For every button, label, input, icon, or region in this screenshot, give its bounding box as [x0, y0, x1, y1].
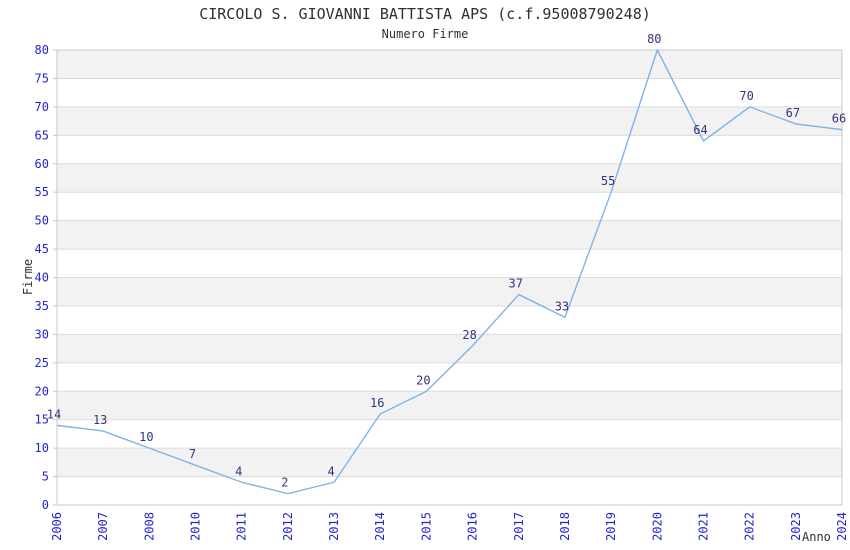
plot-band — [57, 448, 842, 477]
chart-subtitle: Numero Firme — [381, 27, 469, 41]
plot-band — [57, 277, 842, 306]
plot-band — [57, 391, 842, 420]
y-tick-label: 25 — [35, 356, 49, 370]
y-tick-label: 40 — [35, 271, 49, 285]
data-label: 37 — [509, 277, 523, 291]
data-label: 66 — [832, 112, 846, 126]
plot-band — [57, 106, 842, 136]
data-label: 4 — [327, 464, 334, 478]
y-tick-label: 65 — [35, 128, 49, 142]
x-tick-label: 2016 — [466, 512, 480, 541]
y-tick-label: 10 — [35, 441, 49, 455]
x-tick-label: 2017 — [512, 512, 526, 541]
data-label: 10 — [139, 430, 153, 444]
plot-band — [57, 220, 842, 250]
x-tick-label: 2007 — [96, 512, 110, 541]
data-label: 80 — [647, 32, 661, 46]
data-label: 55 — [601, 174, 615, 188]
y-tick-label: 80 — [35, 43, 49, 57]
series-line — [56, 49, 843, 495]
x-axis-title: Anno — [802, 530, 831, 544]
y-tick-label: 75 — [35, 71, 49, 85]
y-tick-label: 50 — [35, 214, 49, 228]
y-tick-label: 15 — [35, 413, 49, 427]
x-tick-label: 2018 — [558, 512, 572, 541]
x-tick-label: 2015 — [419, 512, 433, 541]
y-tick-label: 0 — [42, 498, 49, 512]
data-label: 16 — [370, 396, 384, 410]
y-tick-label: 35 — [35, 299, 49, 313]
x-tick-label: 2006 — [50, 512, 64, 541]
y-tick-label: 70 — [35, 100, 49, 114]
x-tick-label: 2010 — [189, 512, 203, 541]
x-tick-label: 2021 — [696, 512, 710, 541]
data-label: 13 — [93, 413, 107, 427]
y-tick-label: 45 — [35, 242, 49, 256]
x-tick-label: 2024 — [835, 512, 849, 541]
plot-band — [57, 50, 842, 79]
chart-title: CIRCOLO S. GIOVANNI BATTISTA APS (c.f.95… — [199, 5, 651, 23]
data-label: 7 — [189, 447, 196, 461]
data-label: 33 — [555, 299, 569, 313]
x-tick-label: 2008 — [142, 512, 156, 541]
data-label: 2 — [281, 476, 288, 490]
x-tick-label: 2012 — [281, 512, 295, 541]
data-label: 64 — [693, 123, 707, 137]
x-tick-label: 2020 — [650, 512, 664, 541]
x-tick-label: 2023 — [789, 512, 803, 541]
data-label: 70 — [739, 89, 753, 103]
y-tick-label: 55 — [35, 185, 49, 199]
x-tick-label: 2019 — [604, 512, 618, 541]
plot-band — [57, 163, 842, 193]
x-tick-label: 2022 — [743, 512, 757, 541]
data-label: 67 — [786, 106, 800, 120]
data-label: 28 — [462, 328, 476, 342]
y-tick-label: 60 — [35, 157, 49, 171]
y-tick-label: 5 — [42, 470, 49, 484]
y-tick-label: 30 — [35, 327, 49, 341]
x-tick-label: 2014 — [373, 512, 387, 541]
plot-band — [57, 334, 842, 363]
x-tick-label: 2011 — [235, 512, 249, 541]
data-label: 14 — [47, 407, 61, 421]
y-tick-label: 20 — [35, 384, 49, 398]
data-label: 4 — [235, 464, 242, 478]
x-tick-label: 2013 — [327, 512, 341, 541]
data-label: 20 — [416, 373, 430, 387]
